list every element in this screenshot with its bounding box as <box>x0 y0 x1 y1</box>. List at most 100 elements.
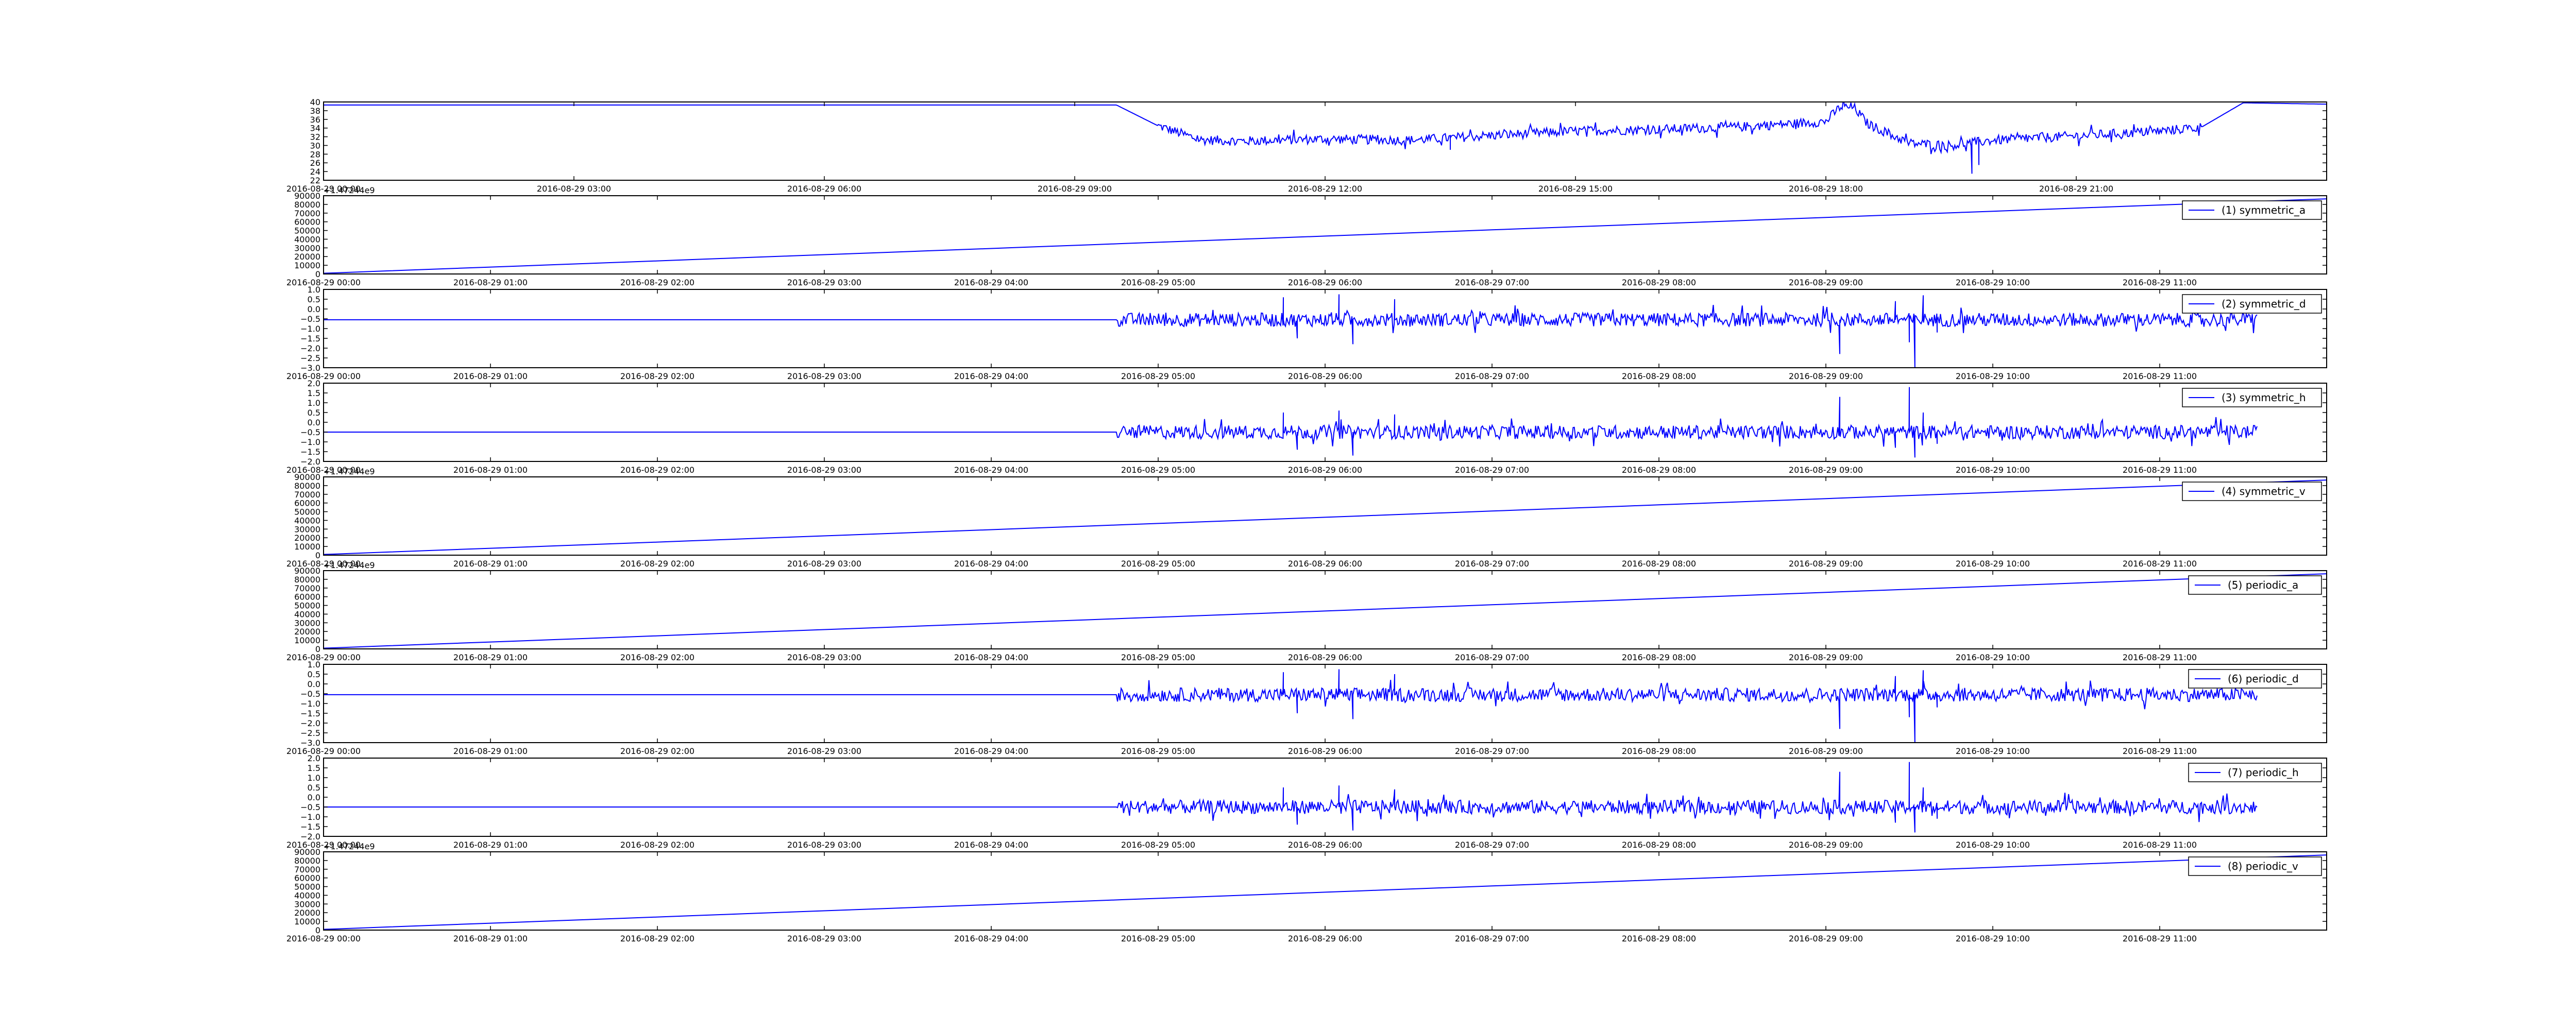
y-tick-label: −0.5 <box>300 314 320 324</box>
x-tick-label: 2016-08-29 09:00 <box>1038 184 1112 194</box>
y-tick-label: 36 <box>310 115 320 125</box>
y-tick-label: 0.0 <box>308 418 320 427</box>
x-tick-label: 2016-08-29 02:00 <box>620 559 694 569</box>
y-tick-label: 2.0 <box>308 379 320 388</box>
x-tick-label: 2016-08-29 08:00 <box>1622 653 1696 662</box>
x-tick-label: 2016-08-29 07:00 <box>1455 653 1529 662</box>
y-tick-label: 60000 <box>294 592 320 602</box>
y-tick-label: 70000 <box>294 583 320 593</box>
x-tick-label: 2016-08-29 05:00 <box>1121 278 1195 287</box>
x-tick-label: 2016-08-29 10:00 <box>1956 840 2030 850</box>
x-tick-label: 2016-08-29 00:00 <box>286 746 361 756</box>
subplot-5: 0100002000030000400005000060000700008000… <box>286 467 2327 569</box>
legend: (2) symmetric_d <box>2182 294 2322 314</box>
x-tick-label: 2016-08-29 12:00 <box>1288 184 1362 194</box>
y-tick-label: 20000 <box>294 627 320 637</box>
axis-offset-label: +1.47244e9 <box>324 560 375 570</box>
x-tick-label: 2016-08-29 05:00 <box>1121 746 1195 756</box>
x-tick-label: 2016-08-29 04:00 <box>954 746 1028 756</box>
subplot-7: −3.0−2.5−2.0−1.5−1.0−0.50.00.51.0 2016-08… <box>286 660 2327 756</box>
series-line-6-1 <box>324 573 2327 649</box>
x-tick-label: 2016-08-29 01:00 <box>453 278 528 287</box>
x-tick-label: 2016-08-29 07:00 <box>1455 465 1529 475</box>
legend: (5) periodic_a <box>2188 575 2322 595</box>
y-tick-label: −0.5 <box>300 689 320 699</box>
x-tick-label: 2016-08-29 09:00 <box>1789 465 1863 475</box>
y-tick-label: −2.0 <box>300 344 320 353</box>
x-tick-label: 2016-08-29 07:00 <box>1455 278 1529 287</box>
y-tick-label: 60000 <box>294 873 320 883</box>
y-tick-label: 1.0 <box>308 285 320 295</box>
y-tick-label: −1.0 <box>300 812 320 822</box>
y-tick-label: 0.5 <box>308 408 320 418</box>
y-tick-label: 30000 <box>294 243 320 253</box>
x-tick-label: 2016-08-29 02:00 <box>620 934 694 943</box>
x-tick-label: 2016-08-29 03:00 <box>787 465 861 475</box>
axes-frame <box>323 758 2327 837</box>
x-tick-label: 2016-08-29 02:00 <box>620 653 694 662</box>
y-tick-label: 10000 <box>294 636 320 645</box>
x-tick-label: 2016-08-29 09:00 <box>1789 746 1863 756</box>
x-tick-label: 2016-08-29 10:00 <box>1956 278 2030 287</box>
x-tick-label: 2016-08-29 07:00 <box>1455 934 1529 943</box>
y-tick-label: −0.5 <box>300 427 320 437</box>
x-tick-label: 2016-08-29 03:00 <box>787 653 861 662</box>
y-tick-label: 50000 <box>294 882 320 892</box>
subplot-2: 0100002000030000400005000060000700008000… <box>286 185 2327 287</box>
x-tick-label: 2016-08-29 03:00 <box>787 934 861 943</box>
x-tick-label: 2016-08-29 04:00 <box>954 465 1028 475</box>
y-tick-label: −3.0 <box>300 738 320 748</box>
y-tick-label: 0.0 <box>308 793 320 802</box>
x-tick-label: 2016-08-29 07:00 <box>1455 840 1529 850</box>
y-tick-label: 70000 <box>294 490 320 500</box>
y-tick-label: 40000 <box>294 890 320 900</box>
x-tick-label: 2016-08-29 06:00 <box>1288 746 1362 756</box>
x-tick-label: 2016-08-29 00:00 <box>286 559 361 569</box>
series-line-4-1 <box>324 387 2258 458</box>
x-tick-label: 2016-08-29 05:00 <box>1121 465 1195 475</box>
x-tick-label: 2016-08-29 05:00 <box>1121 371 1195 381</box>
y-tick-label: −2.0 <box>300 718 320 728</box>
legend-label: (2) symmetric_d <box>2222 298 2306 310</box>
y-tick-label: 20000 <box>294 533 320 543</box>
x-tick-label: 2016-08-29 08:00 <box>1622 559 1696 569</box>
y-tick-label: 90000 <box>294 566 320 576</box>
y-tick-label: 38 <box>310 106 320 116</box>
x-tick-label: 2016-08-29 03:00 <box>787 746 861 756</box>
y-tick-label: −2.5 <box>300 353 320 363</box>
legend-box <box>2188 669 2322 689</box>
legend: (3) symmetric_h <box>2182 388 2322 407</box>
x-tick-label: 2016-08-29 06:00 <box>787 184 861 194</box>
y-tick-label: 70000 <box>294 865 320 874</box>
legend-label: (8) periodic_v <box>2228 860 2298 872</box>
x-tick-label: 2016-08-29 06:00 <box>1288 465 1362 475</box>
x-tick-label: 2016-08-29 05:00 <box>1121 559 1195 569</box>
series-line-9-1 <box>324 854 2327 930</box>
x-tick-label: 2016-08-29 06:00 <box>1288 840 1362 850</box>
legend-label: (7) periodic_h <box>2228 766 2299 779</box>
x-tick-label: 2016-08-29 08:00 <box>1622 746 1696 756</box>
x-tick-label: 2016-08-29 02:00 <box>620 746 694 756</box>
y-tick-label: 40000 <box>294 234 320 244</box>
y-tick-label: 70000 <box>294 209 320 218</box>
x-tick-label: 2016-08-29 03:00 <box>787 840 861 850</box>
x-tick-label: 2016-08-29 01:00 <box>453 840 528 850</box>
y-tick-label: −2.0 <box>300 832 320 842</box>
y-tick-label: 0.0 <box>308 679 320 689</box>
x-tick-label: 2016-08-29 01:00 <box>453 465 528 475</box>
x-tick-label: 2016-08-29 10:00 <box>1956 371 2030 381</box>
series-line-1-1 <box>324 102 2327 174</box>
axis-offset-label: +1.47244e9 <box>324 842 375 851</box>
x-tick-label: 2016-08-29 02:00 <box>620 840 694 850</box>
y-tick-label: −1.5 <box>300 709 320 718</box>
x-tick-label: 2016-08-29 01:00 <box>453 653 528 662</box>
y-tick-label: 10000 <box>294 542 320 552</box>
y-tick-label: 0 <box>315 269 320 279</box>
axis-offset-label: +1.47244e9 <box>324 185 375 195</box>
x-tick-label: 2016-08-29 11:00 <box>2123 371 2197 381</box>
legend: (6) periodic_d <box>2188 669 2322 689</box>
y-tick-label: 0.0 <box>308 304 320 314</box>
subplot-6: 0100002000030000400005000060000700008000… <box>286 560 2327 662</box>
series-line-7-1 <box>324 669 2258 743</box>
